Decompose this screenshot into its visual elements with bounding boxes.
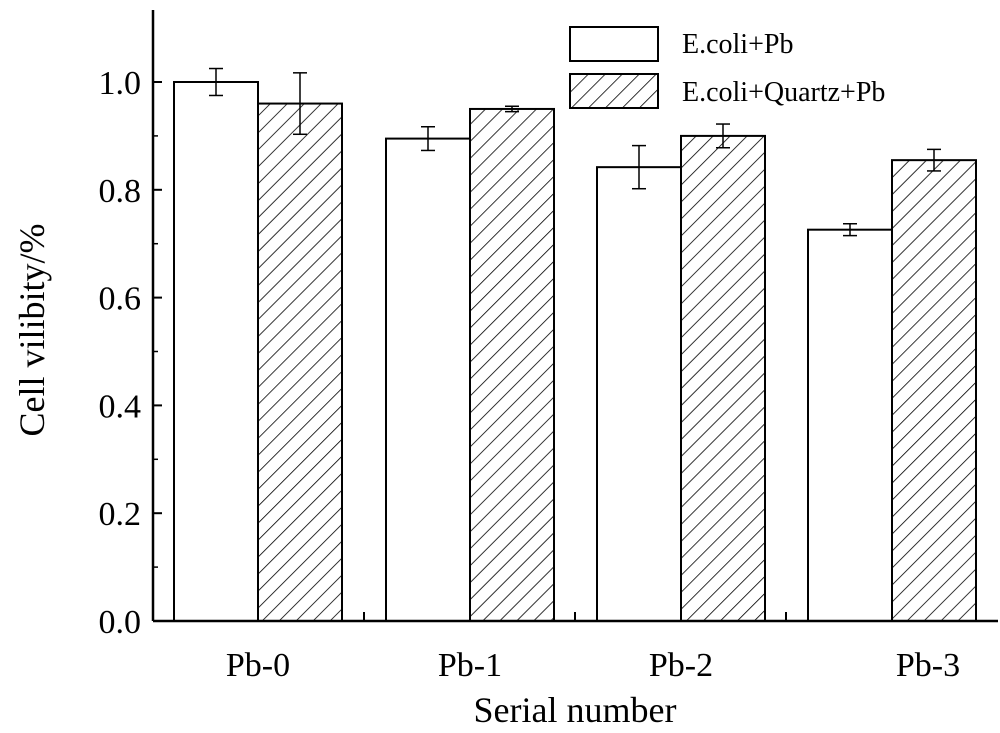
legend-swatch-series-2 (569, 73, 659, 109)
legend-label-series-2: E.coli+Quartz+Pb (682, 77, 885, 108)
bar-1-pb-0 (173, 81, 259, 622)
y-tick-label: 0.2 (99, 496, 142, 533)
bar-2-pb-2 (680, 134, 766, 622)
bar-1-pb-1 (385, 137, 471, 622)
x-tick-label-pb-3: Pb-3 (896, 647, 960, 684)
plot-area: 0.0 0.2 0.4 0.6 0.8 1.0 Pb-0 Pb-1 Pb-2 Pb-3 (99, 10, 998, 684)
bar-1-pb-3 (807, 228, 893, 622)
y-tick-label: 0.8 (99, 173, 142, 210)
y-tick-label: 0.4 (99, 388, 142, 425)
legend: E.coli+Pb E.coli+Quartz+Pb (569, 26, 885, 109)
bar-2-pb-0 (257, 102, 343, 622)
y-tick-label: 1.0 (99, 65, 142, 102)
y-tick-label: 0.0 (99, 604, 142, 641)
x-axis-title: Serial number (474, 690, 677, 730)
bar-2-pb-3 (891, 159, 977, 622)
bar-2-pb-1 (469, 107, 555, 622)
bar-1-pb-2 (596, 166, 682, 623)
legend-swatch-series-1 (569, 26, 659, 62)
y-axis-title: Cell vilibity/% (12, 224, 52, 437)
y-tick-label: 0.6 (99, 281, 142, 318)
legend-label-series-1: E.coli+Pb (682, 29, 793, 60)
x-tick-label-pb-0: Pb-0 (226, 647, 290, 684)
x-tick-label-pb-1: Pb-1 (438, 647, 502, 684)
x-tick-label-pb-2: Pb-2 (649, 647, 713, 684)
